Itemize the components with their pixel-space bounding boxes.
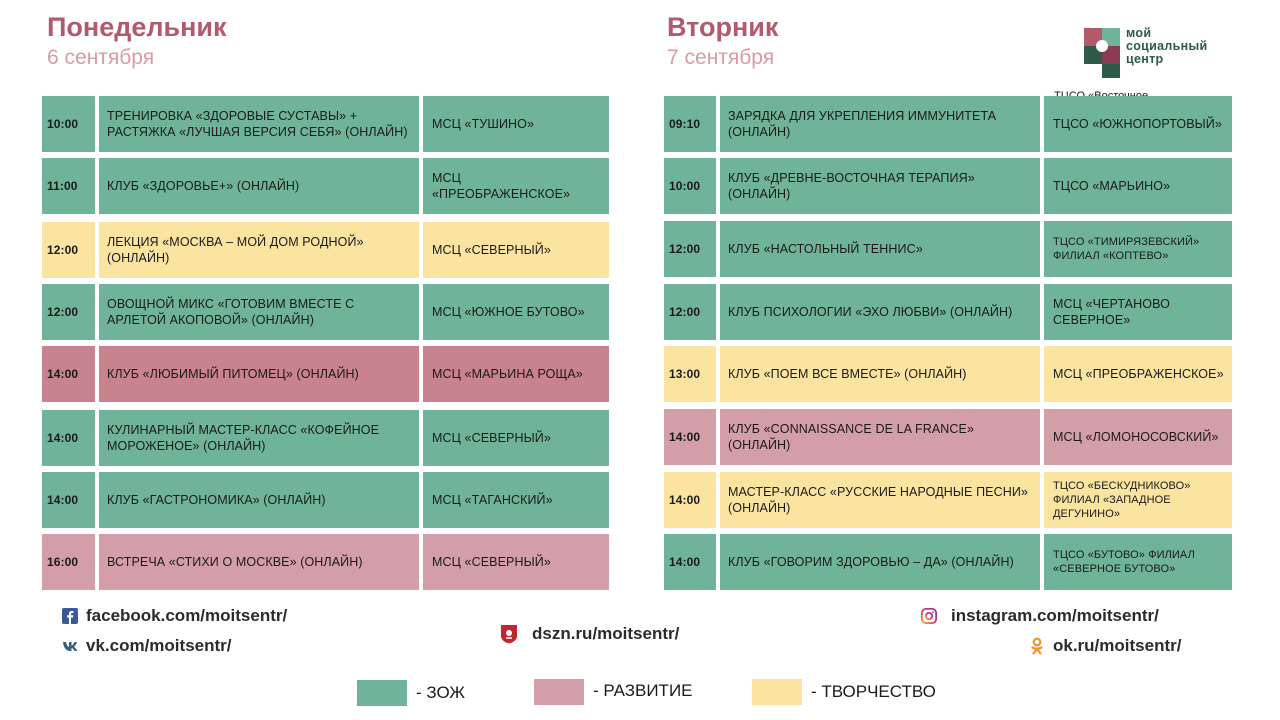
event-location: МСЦ «Марьина роща» — [423, 346, 609, 402]
moy-socialny-centr-logo-icon — [1084, 28, 1120, 78]
event-location: ТЦСО «Тимирязевский» филиал «Коптево» — [1044, 221, 1232, 277]
event-title: Клуб «Говорим здоровью – да» (онлайн) — [720, 534, 1044, 590]
vk-link-text[interactable]: vk.com/moitsentr/ — [86, 636, 232, 655]
tuesday-date: 7 сентября — [667, 46, 775, 69]
dszn-link-text[interactable]: dszn.ru/moitsentr/ — [532, 624, 680, 643]
instagram-link-text[interactable]: instagram.com/moitsentr/ — [951, 606, 1159, 625]
event-title: Клуб «Любимый питомец» (онлайн) — [99, 346, 423, 402]
schedule-row: 14:00 Клуб «Говорим здоровью – да» (онлай… — [664, 534, 1232, 590]
event-title: Клуб «Древне-восточная терапия» (онлайн) — [720, 158, 1044, 214]
schedule-row: 14:00 Клуб «Connaissance de la France» (о… — [664, 409, 1232, 465]
event-time: 14:00 — [42, 410, 99, 466]
schedule-row: 13:00 Клуб «Поем все вместе» (онлайн) МСЦ … — [664, 346, 1232, 402]
event-time: 14:00 — [664, 409, 720, 465]
event-location: ТЦСО «Бескудниково» филиал «Западное Дег… — [1044, 472, 1232, 528]
schedule-row: 12:00 Клуб психологии «Эхо любви» (онлайн… — [664, 284, 1232, 340]
schedule-row: 14:00 Кулинарный мастер-класс «Кофейное м… — [42, 410, 609, 466]
event-title: Встреча «Стихи о Москве» (онлайн) — [99, 534, 423, 590]
logo-line-2: социальный — [1126, 39, 1208, 53]
event-title: Тренировка «Здоровые суставы» + растяжка… — [99, 96, 423, 152]
legend-swatch-tvorchestvo — [752, 679, 802, 705]
event-location: МСЦ «Таганский» — [423, 472, 609, 528]
instagram-icon — [921, 608, 937, 624]
event-time: 10:00 — [664, 158, 720, 214]
event-location: МСЦ «Тушино» — [423, 96, 609, 152]
logo-text: мой социальный центр — [1126, 27, 1207, 66]
schedule-row: 11:00 Клуб «Здоровье+» (онлайн) МСЦ «Преоб… — [42, 158, 609, 214]
event-time: 12:00 — [664, 221, 720, 277]
facebook-link[interactable]: facebook.com/moitsentr/ — [62, 606, 287, 626]
legend-label-razvitie: - РАЗВИТИЕ — [593, 681, 693, 700]
event-location: МСЦ «Южное Бутово» — [423, 284, 609, 340]
event-title: Мастер-класс «Русские народные песни» (о… — [720, 472, 1044, 528]
facebook-link-text[interactable]: facebook.com/moitsentr/ — [86, 606, 288, 625]
event-location: ТЦСО «Южнопортовый» — [1044, 96, 1232, 152]
schedule-row: 12:00 Клуб «Настольный теннис» ТЦСО «Тимир… — [664, 221, 1232, 277]
tuesday-cut-text: ТЦСО «Восточное — [1054, 90, 1149, 96]
event-time: 12:00 — [42, 222, 99, 278]
schedule-row: 10:00 Тренировка «Здоровые суставы» + рас… — [42, 96, 609, 152]
schedule-row: 14:00 Мастер-класс «Русские народные песн… — [664, 472, 1232, 528]
event-location: МСЦ «Северный» — [423, 222, 609, 278]
event-location: ТЦСО «Марьино» — [1044, 158, 1232, 214]
schedule-row: 12:00 Лекция «Москва – мой дом родной» (о… — [42, 222, 609, 278]
schedule-row: 09:10 Зарядка для укрепления иммунитета (… — [664, 96, 1232, 152]
event-location: МСЦ «Северный» — [423, 534, 609, 590]
facebook-icon — [62, 608, 78, 624]
event-title: Кулинарный мастер-класс «Кофейное мороже… — [99, 410, 423, 466]
monday-date: 6 сентября — [47, 46, 155, 69]
logo-line-1: мой — [1126, 26, 1152, 40]
vk-link[interactable]: vk.com/moitsentr/ — [62, 636, 232, 656]
moscow-coat-of-arms-icon — [500, 624, 518, 644]
schedule-row: 14:00 Клуб «Любимый питомец» (онлайн) МСЦ … — [42, 346, 609, 402]
event-time: 09:10 — [664, 96, 720, 152]
ok-link-text[interactable]: ok.ru/moitsentr/ — [1053, 636, 1182, 655]
schedule-row: 12:00 Овощной микс «Готовим вместе с Арле… — [42, 284, 609, 340]
instagram-link[interactable]: instagram.com/moitsentr/ — [921, 606, 1159, 626]
event-title: Лекция «Москва – мой дом родной» (онлайн… — [99, 222, 423, 278]
event-time: 14:00 — [664, 472, 720, 528]
event-time: 14:00 — [42, 346, 99, 402]
event-time: 11:00 — [42, 158, 99, 214]
legend-label-zozh: - ЗОЖ — [416, 683, 466, 702]
legend-label-tvorchestvo: - ТВОРЧЕСТВО — [811, 682, 936, 701]
event-title: Клуб «Гастрономика» (онлайн) — [99, 472, 423, 528]
dszn-link[interactable]: dszn.ru/moitsentr/ — [500, 624, 679, 644]
event-title: Клуб «Поем все вместе» (онлайн) — [720, 346, 1044, 402]
event-title: Клуб «Connaissance de la France» (онлайн… — [720, 409, 1044, 465]
event-time: 14:00 — [42, 472, 99, 528]
ok-link[interactable]: ok.ru/moitsentr/ — [1029, 636, 1181, 656]
event-location: ТЦСО «Бутово» филиал «Северное Бутово» — [1044, 534, 1232, 590]
legend-swatch-zozh — [357, 680, 407, 706]
odnoklassniki-icon — [1029, 637, 1045, 655]
event-location: МСЦ «Чертаново Северное» — [1044, 284, 1232, 340]
legend-swatch-razvitie — [534, 679, 584, 705]
tuesday-title: Вторник — [667, 12, 779, 42]
event-location: МСЦ «Северный» — [423, 410, 609, 466]
event-time: 16:00 — [42, 534, 99, 590]
event-time: 10:00 — [42, 96, 99, 152]
event-title: Зарядка для укрепления иммунитета (онлай… — [720, 96, 1044, 152]
event-location: МСЦ «Ломоносовский» — [1044, 409, 1232, 465]
monday-title: Понедельник — [47, 12, 227, 42]
event-time: 12:00 — [42, 284, 99, 340]
event-location: МСЦ «Преображенское» — [1044, 346, 1232, 402]
event-title: Овощной микс «Готовим вместе с Арлетой А… — [99, 284, 423, 340]
schedule-row: 16:00 Встреча «Стихи о Москве» (онлайн) МС… — [42, 534, 609, 590]
vk-icon — [62, 638, 78, 654]
schedule-row: 10:00 Клуб «Древне-восточная терапия» (он… — [664, 158, 1232, 214]
event-title: Клуб «Настольный теннис» — [720, 221, 1044, 277]
event-time: 12:00 — [664, 284, 720, 340]
event-location: МСЦ «Преображенское» — [423, 158, 609, 214]
event-time: 14:00 — [664, 534, 720, 590]
schedule-row: 14:00 Клуб «Гастрономика» (онлайн) МСЦ «Та… — [42, 472, 609, 528]
logo-line-3: центр — [1126, 52, 1164, 66]
event-time: 13:00 — [664, 346, 720, 402]
event-title: Клуб психологии «Эхо любви» (онлайн) — [720, 284, 1044, 340]
event-title: Клуб «Здоровье+» (онлайн) — [99, 158, 423, 214]
